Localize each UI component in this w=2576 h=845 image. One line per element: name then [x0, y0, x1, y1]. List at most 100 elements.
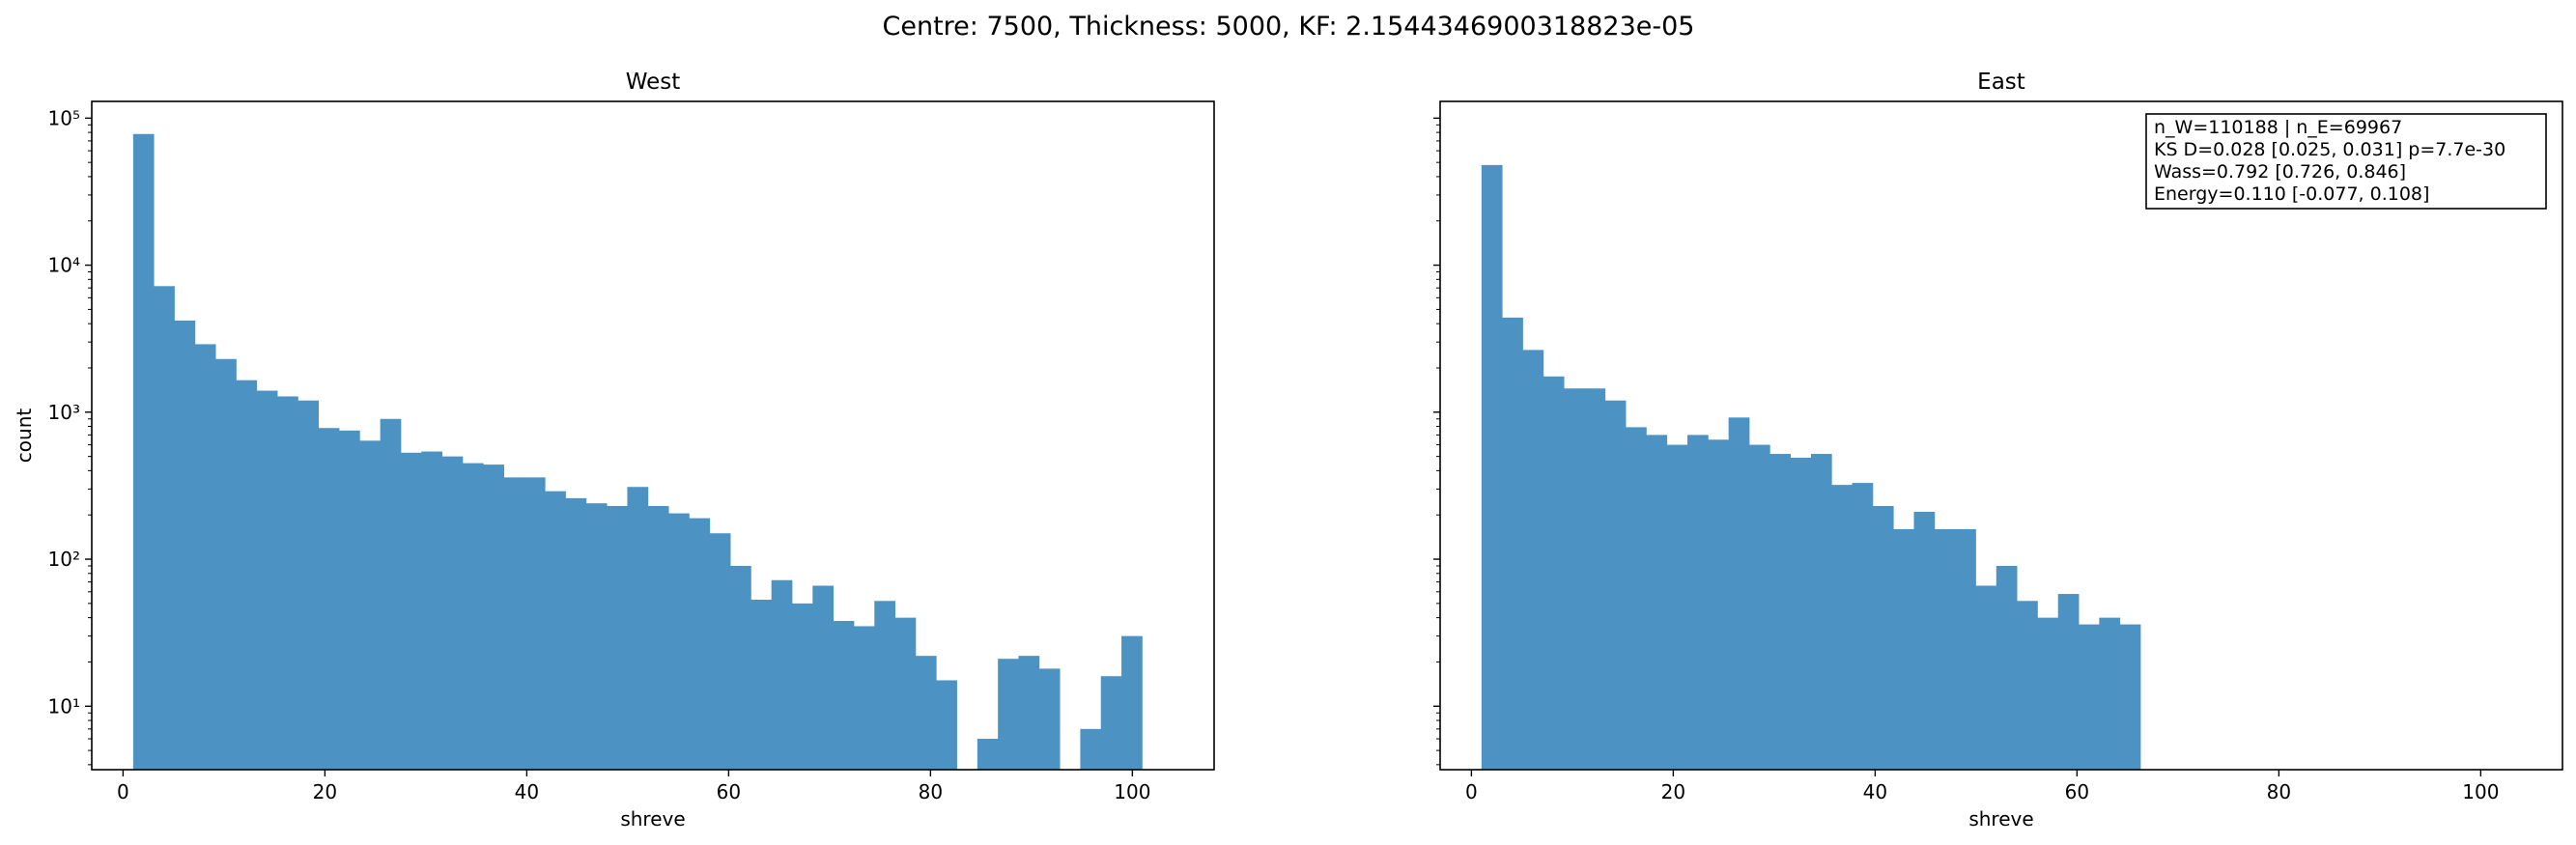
x-tick-label: 60	[717, 780, 741, 803]
y-tick-label: 10⁴	[48, 254, 80, 277]
east-y-ticks	[1433, 117, 1440, 766]
histogram-bar	[977, 739, 999, 770]
histogram-bar	[894, 617, 917, 770]
histogram-bar	[1502, 317, 1523, 770]
histogram-bar	[2119, 624, 2141, 770]
histogram-bar	[1018, 656, 1040, 770]
histogram-bar	[607, 505, 628, 770]
histogram-bar	[853, 626, 875, 770]
histogram-bar	[421, 451, 443, 770]
east-axes-frame	[1439, 100, 2563, 771]
histogram-bar	[1522, 350, 1544, 770]
west-y-axis-label: count	[13, 408, 36, 464]
histogram-bar	[236, 380, 258, 770]
west-panel-title: West	[626, 70, 681, 95]
histogram-bar	[668, 513, 690, 770]
histogram-bar	[627, 487, 649, 770]
histogram-bar	[1893, 528, 1914, 770]
histogram-bar	[1996, 566, 2018, 770]
histogram-bar	[1748, 444, 1770, 770]
histogram-bar	[791, 603, 813, 770]
histogram-bar	[750, 600, 773, 770]
histogram-bar	[1790, 457, 1812, 770]
east-panel-title: East	[1977, 70, 2025, 95]
histogram-bar	[1564, 388, 1585, 770]
west-axes-frame	[91, 100, 1215, 771]
histogram-bar	[2099, 617, 2121, 770]
histogram-bar	[1626, 427, 1647, 770]
histogram-bar	[380, 418, 402, 770]
x-tick-label: 40	[515, 780, 539, 803]
stats-annotation-box: n_W=110188 | n_E=69967 KS D=0.028 [0.025…	[2145, 113, 2547, 210]
histogram-bar	[359, 440, 382, 770]
x-tick-label: 20	[1661, 780, 1685, 803]
x-tick-label: 40	[1863, 780, 1887, 803]
histogram-bar	[1728, 417, 1750, 770]
histogram-bar	[1604, 400, 1627, 770]
histogram-bar	[2017, 601, 2038, 770]
histogram-bar	[1543, 376, 1565, 770]
y-tick-label: 10³	[48, 401, 80, 424]
east-panel: East 0 20 40 60 80 100 shreve n_W=110188 | n_…	[1433, 70, 2563, 831]
stats-sample-sizes: n_W=110188 | n_E=69967	[2154, 117, 2402, 138]
west-bars	[132, 133, 1143, 771]
histogram-bar	[874, 601, 895, 770]
x-tick-label: 20	[313, 780, 337, 803]
histogram-bar	[1584, 388, 1606, 770]
x-tick-label: 100	[1114, 780, 1150, 803]
histogram-bar	[132, 133, 155, 771]
histogram-bar	[1687, 435, 1709, 770]
east-x-axis-label: shreve	[1968, 807, 2033, 831]
histogram-bar	[1975, 585, 1997, 770]
figure-suptitle: Centre: 7500, Thickness: 5000, KF: 2.154…	[883, 12, 1695, 42]
histogram-bar	[689, 518, 711, 770]
west-x-axis-label: shreve	[620, 807, 685, 831]
west-panel: West 0 20 40 60 80 100 10¹ 10² 10³ 10⁴ 10⁵ shreve…	[13, 70, 1215, 831]
histogram-bar	[915, 656, 937, 770]
histogram-bar	[1121, 635, 1143, 770]
histogram-bar	[1769, 454, 1792, 770]
histogram-bar	[297, 400, 320, 770]
histogram-bar	[647, 505, 669, 770]
histogram-bar	[154, 286, 175, 770]
x-tick-label: 80	[919, 780, 943, 803]
east-bars	[1481, 164, 2141, 770]
histogram-bar	[2079, 624, 2100, 770]
y-tick-label: 10¹	[48, 694, 80, 718]
histogram-bar	[1831, 485, 1853, 770]
histogram-bar	[339, 430, 360, 770]
histogram-bar	[936, 680, 957, 770]
histogram-bar	[585, 503, 608, 770]
stats-energy: Energy=0.110 [-0.077, 0.108]	[2154, 183, 2429, 205]
histogram-bar	[1038, 668, 1061, 770]
histogram-bar	[483, 465, 504, 770]
histogram-bar	[194, 344, 216, 770]
y-tick-label: 10²	[48, 548, 80, 571]
histogram-bar	[441, 456, 464, 770]
histogram-bar	[2037, 617, 2059, 770]
histogram-bar	[1080, 728, 1102, 770]
histogram-bar	[998, 659, 1019, 770]
west-x-ticks: 0 20 40 60 80 100	[117, 770, 1150, 803]
histogram-bar	[1666, 444, 1688, 770]
histogram-bar	[524, 477, 546, 770]
y-tick-label: 10⁵	[48, 106, 80, 129]
histogram-bar	[256, 390, 278, 770]
x-tick-label: 60	[2065, 780, 2089, 803]
stats-annotation-frame	[2145, 113, 2547, 210]
histogram-bar	[709, 533, 731, 770]
x-tick-label: 0	[1465, 780, 1478, 803]
histogram-bar	[462, 463, 484, 770]
histogram-bar	[277, 396, 298, 770]
histogram-bar	[1872, 505, 1894, 770]
stats-wasserstein: Wass=0.792 [0.726, 0.846]	[2154, 161, 2406, 183]
east-x-ticks: 0 20 40 60 80 100	[1465, 770, 2499, 803]
histogram-bar	[833, 621, 855, 770]
histogram-bar	[1100, 676, 1122, 770]
x-tick-label: 100	[2462, 780, 2499, 803]
histogram-bar	[1646, 435, 1668, 770]
histogram-bar	[730, 566, 751, 770]
histogram-bar	[565, 497, 587, 770]
histogram-bar	[1955, 528, 1976, 770]
